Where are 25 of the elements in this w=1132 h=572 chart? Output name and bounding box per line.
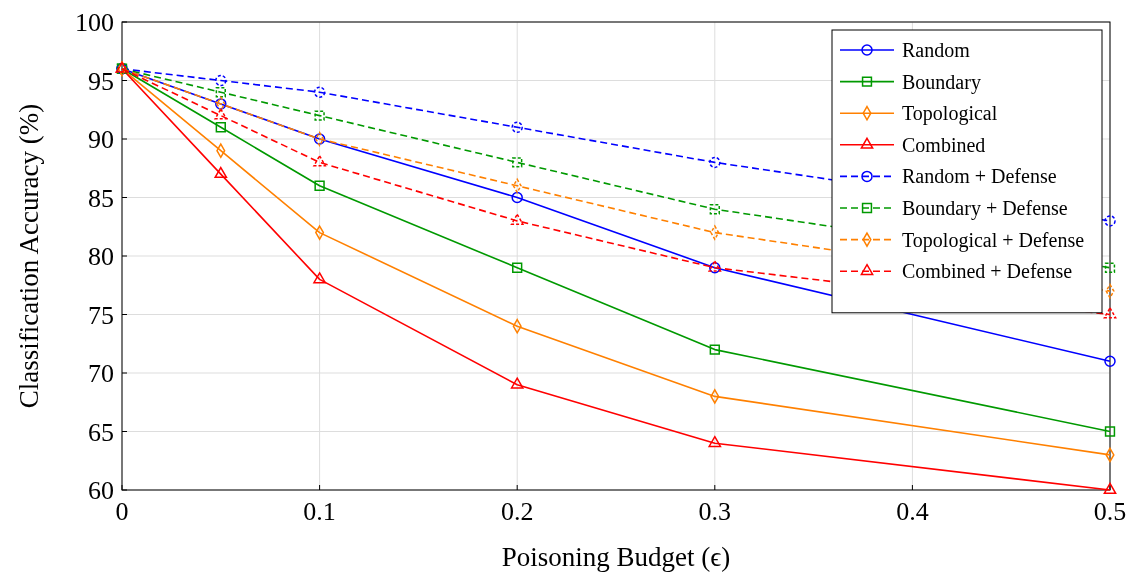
legend-label: Boundary + Defense xyxy=(902,197,1068,220)
legend-label: Combined + Defense xyxy=(902,260,1073,283)
y-tick-label: 65 xyxy=(88,417,114,447)
y-tick-label: 100 xyxy=(75,8,114,38)
y-tick-label: 80 xyxy=(88,242,114,272)
x-tick-label: 0.3 xyxy=(698,497,732,526)
legend-label: Random + Defense xyxy=(902,165,1057,188)
y-tick-label: 75 xyxy=(88,300,114,330)
legend-label: Boundary xyxy=(902,70,981,94)
x-tick-label: 0.5 xyxy=(1093,497,1127,526)
x-tick-label: 0.4 xyxy=(896,497,929,526)
legend-label: Combined xyxy=(902,133,986,156)
legend-label: Random xyxy=(902,39,971,61)
y-tick-label: 70 xyxy=(88,359,114,389)
y-tick-label: 95 xyxy=(88,66,114,96)
y-axis-title: Classification Accuracy (%) xyxy=(14,103,44,409)
y-tick-label: 90 xyxy=(88,125,114,155)
y-tick-label: 60 xyxy=(88,476,114,506)
x-axis-title: Poisoning Budget (ϵ) xyxy=(501,542,731,572)
x-tick-label: 0 xyxy=(115,497,129,526)
x-tick-label: 0.1 xyxy=(303,497,336,526)
x-tick-label: 0.2 xyxy=(500,497,534,526)
legend-label: Topological + Defense xyxy=(902,228,1085,252)
legend-label: Topological xyxy=(902,102,998,126)
y-tick-label: 85 xyxy=(88,183,114,213)
